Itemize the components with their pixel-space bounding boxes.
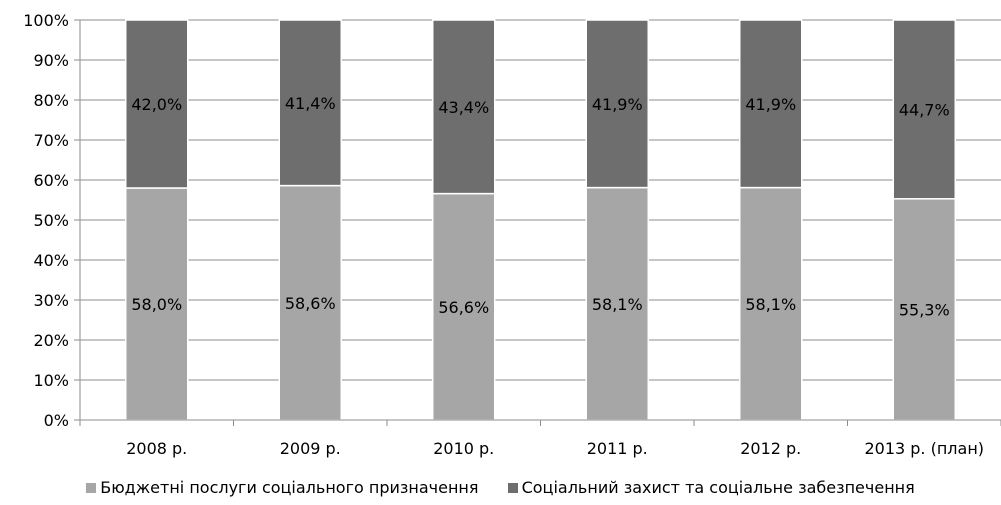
data-label: 41,9% — [592, 95, 643, 114]
bar-segment-2 — [278, 19, 342, 187]
data-label: 58,1% — [592, 295, 643, 314]
y-tick-label: 90% — [33, 51, 69, 70]
bar-segment-1 — [892, 198, 956, 421]
stacked-bar-chart: 0% 10% 20% 30% 40% 50% 60% 70% 80% 90% 100% 58,0% 42… — [23, 11, 1001, 458]
data-label: 41,4% — [285, 94, 336, 113]
data-label: 44,7% — [899, 100, 950, 119]
data-label: 43,4% — [438, 98, 489, 117]
bar-segment-2 — [125, 19, 189, 189]
y-tick-label: 60% — [33, 171, 69, 190]
data-label: 58,0% — [131, 295, 182, 314]
bar-segment-1 — [585, 186, 649, 421]
legend-swatch-series-2 — [507, 483, 518, 493]
axes — [74, 19, 1001, 426]
x-category-label: 2008 р. — [126, 439, 187, 458]
legend-label-series-2: Соціальний захист та соціальне забезпече… — [521, 478, 915, 497]
y-tick-label: 100% — [23, 11, 69, 30]
legend-item-series-2: Соціальний захист та соціальне забезпече… — [507, 478, 915, 497]
legend-item-series-1: Бюджетні послуги соціального призначення — [86, 478, 479, 497]
data-label: 41,9% — [745, 95, 796, 114]
y-tick-label: 40% — [33, 251, 69, 270]
data-label: 55,3% — [899, 300, 950, 319]
data-label: 42,0% — [131, 95, 182, 114]
y-tick-label: 80% — [33, 91, 69, 110]
bar-segment-2 — [432, 19, 496, 195]
y-tick-label: 50% — [33, 211, 69, 230]
x-category-label: 2012 р. — [740, 439, 801, 458]
legend-swatch-series-1 — [86, 483, 97, 493]
bar-segment-2 — [585, 19, 649, 189]
y-tick-label: 20% — [33, 331, 69, 350]
data-label: 58,1% — [745, 295, 796, 314]
y-tick-label: 70% — [33, 131, 69, 150]
data-label: 58,6% — [285, 294, 336, 313]
legend-label-series-1: Бюджетні послуги соціального призначення — [100, 478, 479, 497]
gridlines — [80, 19, 1001, 381]
legend: Бюджетні послуги соціального призначення… — [0, 478, 1001, 497]
bar-segment-2 — [892, 19, 956, 200]
bar-segment-1 — [432, 192, 496, 421]
y-tick-label: 30% — [33, 291, 69, 310]
bar-segment-2 — [739, 19, 803, 189]
x-category-label: 2013 р. (план) — [864, 439, 984, 458]
x-category-label: 2010 р. — [433, 439, 494, 458]
x-category-label: 2011 р. — [587, 439, 648, 458]
y-tick-label: 10% — [33, 371, 69, 390]
labels: 0% 10% 20% 30% 40% 50% 60% 70% 80% 90% 100% 58,0% 42… — [23, 11, 984, 458]
y-tick-label: 0% — [44, 411, 69, 430]
data-label: 56,6% — [438, 298, 489, 317]
bar-segment-1 — [739, 186, 803, 421]
x-category-label: 2009 р. — [280, 439, 341, 458]
